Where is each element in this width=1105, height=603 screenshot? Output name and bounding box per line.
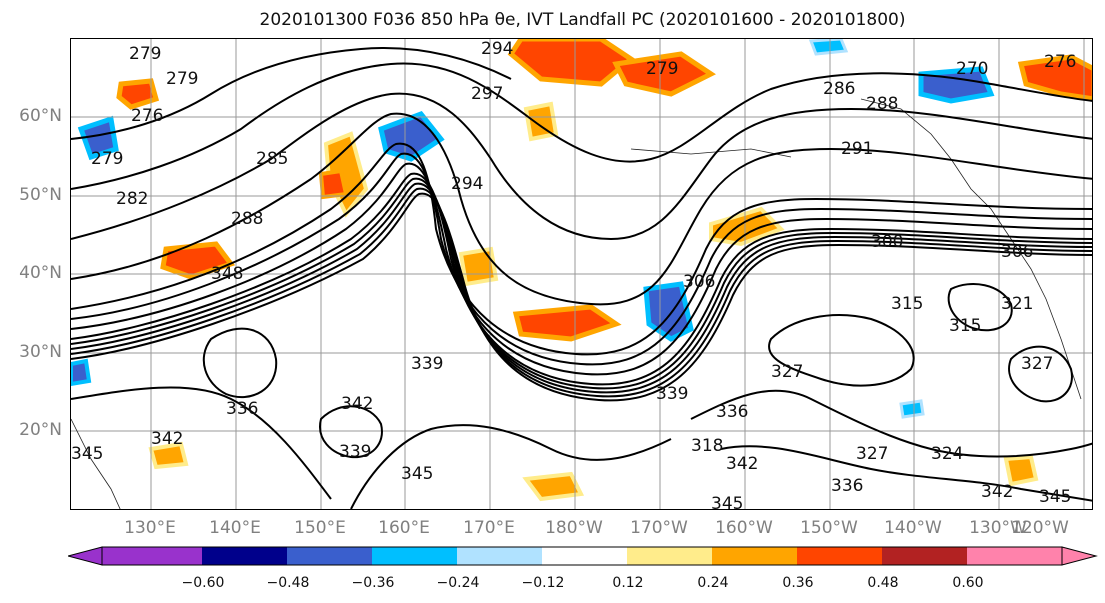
contour-label: 279 [646, 59, 678, 79]
colorbar-segment [712, 547, 797, 565]
colorbar-tick: −0.12 [521, 575, 565, 591]
contour-label: 288 [866, 94, 898, 114]
lon-label: 160°E [378, 518, 430, 538]
colorbar [68, 546, 1098, 566]
lon-label: 170°W [630, 518, 688, 538]
lon-label: 170°E [463, 518, 515, 538]
colorbar-segment [372, 547, 457, 565]
colorbar-segment [102, 547, 202, 565]
colorbar-segment [457, 547, 542, 565]
lon-label: 150°E [294, 518, 346, 538]
contour-label: 336 [831, 476, 863, 496]
lat-label: 50°N [19, 185, 62, 205]
contour-label: 285 [256, 149, 288, 169]
contour-label: 339 [339, 442, 371, 462]
map-panel: 279 279 276 279 282 285 288 294 294 297 … [70, 38, 1093, 510]
colorbar-tick: 0.12 [612, 575, 644, 591]
contour-label: 288 [231, 209, 263, 229]
contour-label: 336 [226, 399, 258, 419]
contour-label: 315 [891, 294, 923, 314]
contour-label: 306 [683, 272, 715, 292]
colorbar-tick: 0.60 [952, 575, 984, 591]
colorbar-tick: −0.60 [181, 575, 225, 591]
contour-label: 345 [711, 494, 743, 510]
shaded-anomaly-regions [71, 39, 1092, 502]
colorbar-segment [202, 547, 287, 565]
lon-label: 140°W [884, 518, 942, 538]
contour-labels: 279 279 276 279 282 285 288 294 294 297 … [71, 39, 1076, 510]
contour-label: 342 [151, 429, 183, 449]
contour-label: 306 [1001, 242, 1033, 262]
contour-label: 336 [716, 402, 748, 422]
colorbar-tick: 0.36 [782, 575, 814, 591]
lon-label: 180°W [545, 518, 603, 538]
colorbar-tick: −0.24 [436, 575, 480, 591]
lon-label: 150°W [800, 518, 858, 538]
contour-label: 345 [1039, 487, 1071, 507]
contour-label: 321 [1001, 294, 1033, 314]
lon-label: 140°E [209, 518, 261, 538]
contour-label: 345 [71, 444, 103, 464]
contour-label: 339 [656, 384, 688, 404]
contour-label: 276 [131, 106, 163, 126]
colorbar-segment [967, 547, 1062, 565]
contour-label: 342 [341, 394, 373, 414]
contour-label: 270 [956, 59, 988, 79]
contour-label: 318 [691, 436, 723, 456]
contour-label: 327 [771, 362, 803, 382]
contour-label: 282 [116, 189, 148, 209]
contour-label: 327 [1021, 354, 1053, 374]
contour-label: 327 [856, 444, 888, 464]
lon-label: 130°E [124, 518, 176, 538]
theta-e-contours [71, 47, 1092, 509]
lat-lon-gridlines [71, 39, 1092, 509]
lon-label: 160°W [715, 518, 773, 538]
contour-label: 348 [211, 264, 243, 284]
lon-label: 120°W [1011, 518, 1069, 538]
contour-label: 300 [871, 232, 903, 252]
lat-label: 60°N [19, 106, 62, 126]
contour-label: 339 [411, 354, 443, 374]
colorbar-extend-low [68, 546, 103, 566]
contour-label: 286 [823, 79, 855, 99]
contour-label: 279 [129, 44, 161, 64]
contour-label: 294 [451, 174, 483, 194]
colorbar-segment [542, 547, 627, 565]
colorbar-extend-high [1061, 546, 1098, 566]
contour-label: 294 [481, 39, 513, 59]
colorbar-segment [882, 547, 967, 565]
coastlines [71, 98, 1082, 509]
contour-label: 342 [981, 482, 1013, 502]
colorbar-tick: 0.48 [867, 575, 899, 591]
contour-label: 315 [949, 316, 981, 336]
colorbar-segment [287, 547, 372, 565]
colorbar-segment [797, 547, 882, 565]
contour-label: 279 [91, 149, 123, 169]
colorbar-tick: −0.36 [351, 575, 395, 591]
lat-label: 30°N [19, 342, 62, 362]
contour-label: 291 [841, 139, 873, 159]
colorbar-tick: 0.24 [697, 575, 729, 591]
contour-label: 324 [931, 444, 963, 464]
contour-label: 279 [166, 69, 198, 89]
lat-label: 20°N [19, 420, 62, 440]
colorbar-tick: −0.48 [266, 575, 310, 591]
contour-label: 342 [726, 454, 758, 474]
contour-label: 276 [1044, 52, 1076, 72]
lat-label: 40°N [19, 263, 62, 283]
contour-label: 345 [401, 464, 433, 484]
contour-label: 297 [471, 84, 503, 104]
lon-label: 130°W [969, 518, 1027, 538]
colorbar-segment [627, 547, 712, 565]
map-plot: 279 279 276 279 282 285 288 294 294 297 … [71, 39, 1092, 510]
map-title: 2020101300 F036 850 hPa θe, IVT Landfall… [259, 10, 906, 30]
